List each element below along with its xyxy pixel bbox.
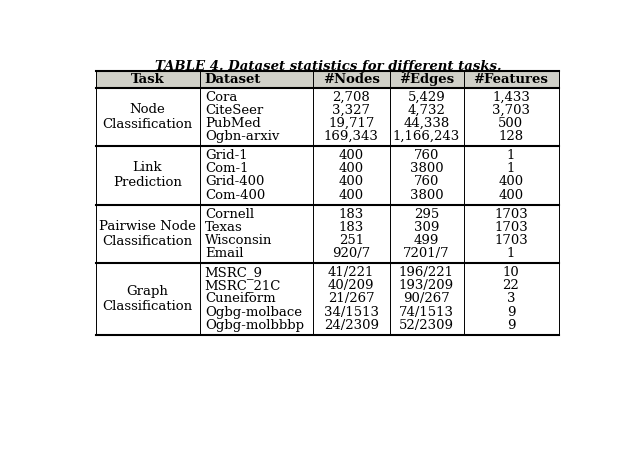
Text: 21/267: 21/267 [328, 292, 374, 305]
Text: 74/1513: 74/1513 [399, 305, 454, 318]
Text: 7201/7: 7201/7 [403, 247, 450, 260]
Text: TABLE 4. Dataset statistics for different tasks.: TABLE 4. Dataset statistics for differen… [155, 60, 501, 73]
Text: Email: Email [205, 247, 243, 260]
Text: Task: Task [131, 73, 164, 85]
Text: Com-400: Com-400 [205, 189, 265, 202]
Text: 295: 295 [414, 208, 439, 221]
Text: Cuneiform: Cuneiform [205, 292, 275, 305]
Text: 400: 400 [499, 189, 524, 202]
Text: 183: 183 [339, 208, 364, 221]
Text: Graph
Classification: Graph Classification [102, 285, 193, 313]
Text: 22: 22 [502, 279, 519, 292]
Text: 1703: 1703 [494, 208, 528, 221]
Text: #Features: #Features [474, 73, 548, 85]
Text: 400: 400 [499, 176, 524, 189]
Text: Ogbn-arxiv: Ogbn-arxiv [205, 130, 279, 143]
Text: 52/2309: 52/2309 [399, 318, 454, 332]
Text: 3,703: 3,703 [492, 104, 530, 117]
Text: 40/209: 40/209 [328, 279, 374, 292]
Text: 309: 309 [413, 221, 439, 234]
Text: PubMed: PubMed [205, 117, 260, 130]
Text: MSRC_21C: MSRC_21C [205, 279, 281, 292]
Text: 400: 400 [339, 163, 364, 175]
Text: 5,429: 5,429 [408, 91, 445, 104]
Text: 3: 3 [507, 292, 515, 305]
Text: MSRC_9: MSRC_9 [205, 266, 263, 279]
Text: 1: 1 [507, 149, 515, 162]
Text: 1,166,243: 1,166,243 [393, 130, 460, 143]
Text: Ogbg-molbace: Ogbg-molbace [205, 305, 302, 318]
Text: Com-1: Com-1 [205, 163, 248, 175]
Text: 24/2309: 24/2309 [324, 318, 379, 332]
Text: 251: 251 [339, 234, 364, 247]
Text: 2,708: 2,708 [332, 91, 370, 104]
Text: 128: 128 [499, 130, 524, 143]
Text: Grid-1: Grid-1 [205, 149, 248, 162]
Text: 920/7: 920/7 [332, 247, 371, 260]
Text: Dataset: Dataset [205, 73, 261, 85]
Text: 499: 499 [413, 234, 439, 247]
Text: 44,338: 44,338 [403, 117, 449, 130]
Text: 169,343: 169,343 [324, 130, 379, 143]
Text: 500: 500 [499, 117, 524, 130]
Text: 4,732: 4,732 [408, 104, 445, 117]
Text: 3,327: 3,327 [332, 104, 371, 117]
Text: 9: 9 [507, 305, 515, 318]
Text: 1: 1 [507, 247, 515, 260]
Text: 760: 760 [413, 176, 439, 189]
Text: 760: 760 [413, 149, 439, 162]
Text: Grid-400: Grid-400 [205, 176, 264, 189]
Text: 1: 1 [507, 163, 515, 175]
Text: Pairwise Node
Classification: Pairwise Node Classification [99, 220, 196, 248]
Text: Cornell: Cornell [205, 208, 254, 221]
Text: 9: 9 [507, 318, 515, 332]
Text: Ogbg-molbbbp: Ogbg-molbbbp [205, 318, 304, 332]
Text: CiteSeer: CiteSeer [205, 104, 263, 117]
Text: 400: 400 [339, 189, 364, 202]
Text: 34/1513: 34/1513 [324, 305, 379, 318]
Text: 183: 183 [339, 221, 364, 234]
Text: 41/221: 41/221 [328, 266, 374, 279]
Bar [95, 71, 559, 88]
Text: Node
Classification: Node Classification [102, 103, 193, 131]
Text: 19,717: 19,717 [328, 117, 374, 130]
Text: Link
Prediction: Link Prediction [113, 162, 182, 190]
Text: 3800: 3800 [410, 189, 444, 202]
Text: 90/267: 90/267 [403, 292, 450, 305]
Text: #Nodes: #Nodes [323, 73, 380, 85]
Text: Wisconsin: Wisconsin [205, 234, 272, 247]
Text: 400: 400 [339, 149, 364, 162]
Text: #Edges: #Edges [399, 73, 454, 85]
Text: 3800: 3800 [410, 163, 444, 175]
Text: 193/209: 193/209 [399, 279, 454, 292]
Text: 1703: 1703 [494, 234, 528, 247]
Text: Texas: Texas [205, 221, 243, 234]
Text: 196/221: 196/221 [399, 266, 454, 279]
Text: 10: 10 [502, 266, 519, 279]
Text: 400: 400 [339, 176, 364, 189]
Text: Cora: Cora [205, 91, 237, 104]
Text: 1,433: 1,433 [492, 91, 530, 104]
Text: 1703: 1703 [494, 221, 528, 234]
